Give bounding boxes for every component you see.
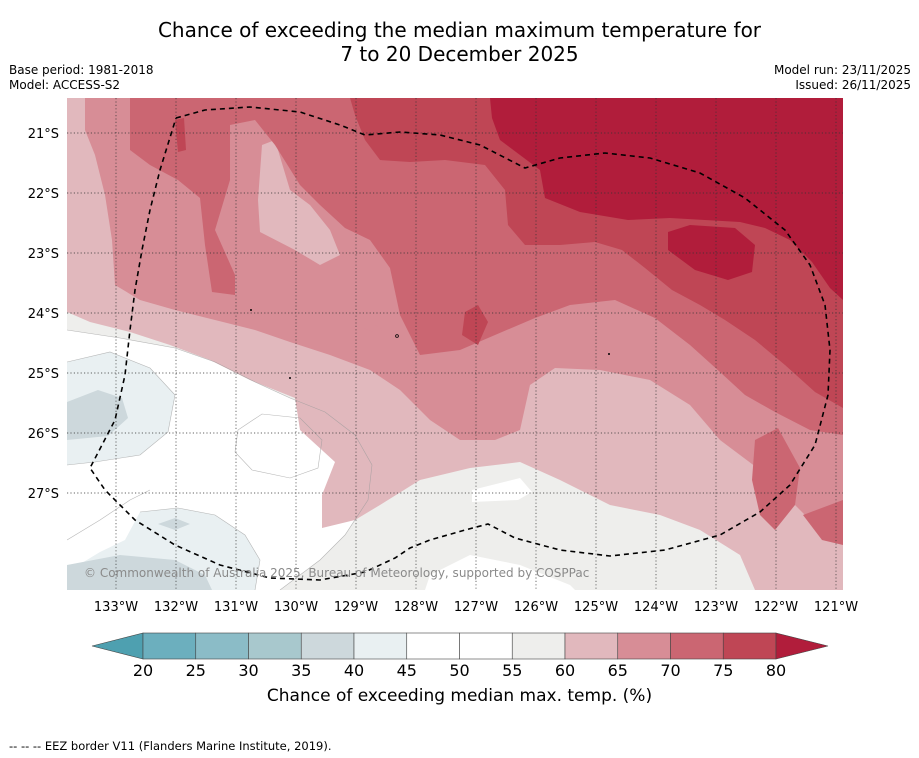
band-45-55-patch-2: [472, 478, 532, 502]
colorbar-segment: [300, 632, 355, 660]
colorbar-tick: 40: [344, 661, 364, 680]
model-name: Model: ACCESS-S2: [9, 78, 121, 92]
colorbar-segment: [195, 632, 249, 660]
eez-footnote: -- -- -- EEZ border V11 (Flanders Marine…: [9, 739, 332, 753]
lat-label: 24°S: [28, 307, 59, 322]
colorbar-segment: [722, 632, 777, 660]
colorbar-tick: 30: [238, 661, 258, 680]
colorbar-below-20: [91, 632, 144, 660]
copyright-text: © Commonwealth of Australia 2025, Bureau…: [84, 566, 589, 580]
band-35-40-dot: [158, 518, 190, 530]
contour-lines: [67, 329, 373, 590]
colorbar-tick: 60: [555, 661, 575, 680]
lat-label: 25°S: [28, 367, 59, 382]
band-65-70-dot: [363, 325, 384, 332]
band-70-75-se: [803, 500, 843, 545]
colorbar-segment: [406, 632, 460, 660]
lon-label: 131°W: [214, 600, 258, 615]
colorbar-tick: 25: [186, 661, 206, 680]
colorbar-above-80: [775, 632, 829, 660]
graticule: [67, 98, 843, 590]
lon-label: 123°W: [694, 600, 738, 615]
lon-label: 127°W: [454, 600, 498, 615]
band-above-80-patch: [668, 225, 755, 280]
colorbar-tick: 80: [766, 661, 786, 680]
longitude-labels: 133°W 132°W 131°W 130°W 129°W 128°W 127°W 126°W…: [94, 600, 858, 615]
probability-shading: [67, 98, 843, 590]
band-75-80-patch: [462, 305, 488, 345]
colorbar: 20 25 30 35 40 45 50 55 60 65 70 75 80: [91, 632, 829, 680]
colorbar-segment: [617, 632, 671, 660]
meta-left: Base period: 1981-2018 Model: ACCESS-S2: [9, 63, 154, 93]
band-75-80-dot: [175, 118, 186, 152]
lon-label: 122°W: [754, 600, 798, 615]
title-line-1: Chance of exceeding the median maximum t…: [157, 18, 762, 42]
lon-label: 126°W: [514, 600, 558, 615]
lat-label: 27°S: [28, 487, 59, 502]
lon-label: 129°W: [334, 600, 378, 615]
colorbar-tick: 45: [397, 661, 417, 680]
colorbar-segment: [511, 632, 566, 660]
lon-label: 130°W: [274, 600, 318, 615]
lon-label: 128°W: [394, 600, 438, 615]
colorbar-tick: 50: [449, 661, 469, 680]
colorbar-tick: 65: [608, 661, 628, 680]
lon-label: 132°W: [154, 600, 198, 615]
meta-right: Model run: 23/11/2025 Issued: 26/11/2025: [774, 63, 911, 93]
latitude-labels: 21°S 22°S 23°S 24°S 25°S 26°S 27°S: [28, 127, 59, 502]
colorbar-tick: 35: [291, 661, 311, 680]
lat-label: 26°S: [28, 427, 59, 442]
lon-label: 121°W: [814, 600, 858, 615]
lon-label: 125°W: [574, 600, 618, 615]
colorbar-segment: [459, 632, 513, 660]
colorbar-segment: [670, 632, 724, 660]
band-45-55-patch-3: [425, 555, 575, 590]
map-title: Chance of exceeding the median maximum t…: [0, 18, 919, 66]
band-above-80: [490, 98, 843, 300]
island-markers: [250, 309, 610, 379]
colorbar-segment: [564, 632, 619, 660]
colorbar-label: Chance of exceeding median max. temp. (%…: [266, 686, 653, 706]
colorbar-tick: 70: [660, 661, 680, 680]
issued-date: Issued: 26/11/2025: [795, 78, 911, 92]
colorbar-segment: [353, 632, 408, 660]
colorbar-tick: 75: [713, 661, 733, 680]
model-run: Model run: 23/11/2025: [773, 63, 911, 77]
lon-label: 133°W: [94, 600, 138, 615]
band-35-40: [67, 390, 128, 440]
colorbar-tick: 20: [133, 661, 153, 680]
eez-border: [89, 106, 831, 581]
colorbar-segment: [248, 632, 302, 660]
base-period: Base period: 1981-2018: [9, 63, 154, 77]
colorbar-segment: [142, 632, 197, 660]
lat-label: 22°S: [28, 187, 59, 202]
lon-label: 124°W: [634, 600, 678, 615]
lat-label: 21°S: [28, 127, 59, 142]
band-60-65-patch: [258, 140, 340, 265]
colorbar-tick: 55: [502, 661, 522, 680]
title-line-2: 7 to 20 December 2025: [340, 42, 579, 66]
lat-label: 23°S: [28, 247, 59, 262]
